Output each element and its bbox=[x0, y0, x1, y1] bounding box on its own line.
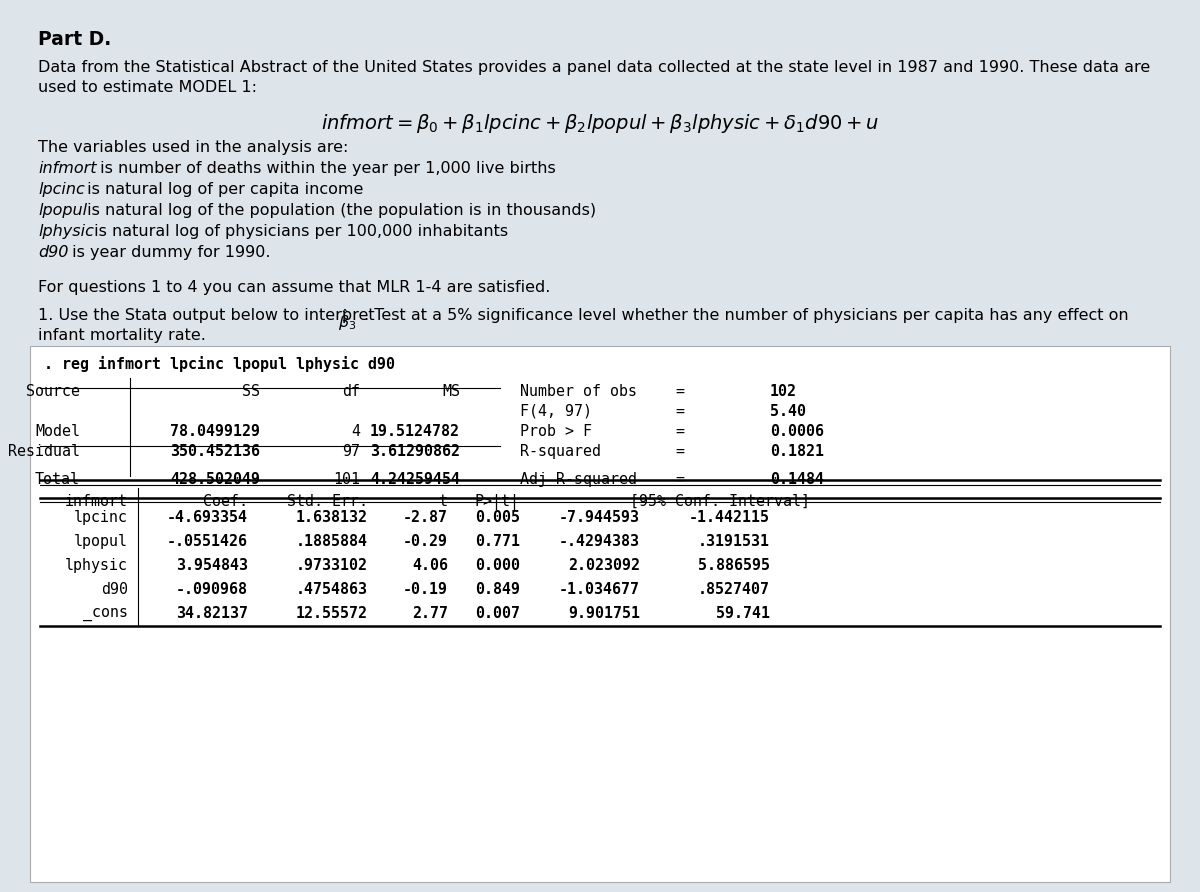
Text: P>|t|: P>|t| bbox=[475, 494, 520, 510]
Text: Model: Model bbox=[35, 424, 80, 439]
Text: df: df bbox=[342, 384, 360, 399]
Text: is year dummy for 1990.: is year dummy for 1990. bbox=[67, 245, 270, 260]
Text: lpopul: lpopul bbox=[74, 534, 128, 549]
Text: -1.034677: -1.034677 bbox=[559, 582, 640, 597]
Text: 12.55572: 12.55572 bbox=[296, 606, 368, 621]
Text: 4.06: 4.06 bbox=[412, 558, 448, 573]
Text: d90: d90 bbox=[38, 245, 68, 260]
Text: lpcinc: lpcinc bbox=[38, 182, 85, 197]
Text: 5.40: 5.40 bbox=[770, 404, 806, 419]
Text: =: = bbox=[676, 404, 684, 419]
Text: Coef.: Coef. bbox=[203, 494, 248, 509]
Text: 3.954843: 3.954843 bbox=[176, 558, 248, 573]
Text: d90: d90 bbox=[101, 582, 128, 597]
Text: is natural log of the population (the population is in thousands): is natural log of the population (the po… bbox=[82, 203, 596, 218]
Text: 3.61290862: 3.61290862 bbox=[370, 444, 460, 459]
Text: infmort: infmort bbox=[65, 494, 128, 509]
Text: 0.849: 0.849 bbox=[475, 582, 520, 597]
Text: 19.5124782: 19.5124782 bbox=[370, 424, 460, 439]
Text: 0.1821: 0.1821 bbox=[770, 444, 824, 459]
Text: -4.693354: -4.693354 bbox=[167, 510, 248, 525]
Text: Number of obs: Number of obs bbox=[520, 384, 637, 399]
Text: 9.901751: 9.901751 bbox=[568, 606, 640, 621]
Text: 0.771: 0.771 bbox=[475, 534, 520, 549]
Text: .4754863: .4754863 bbox=[296, 582, 368, 597]
Text: $\hat{\beta}_3$: $\hat{\beta}_3$ bbox=[338, 308, 356, 333]
Text: Data from the Statistical Abstract of the United States provides a panel data co: Data from the Statistical Abstract of th… bbox=[38, 60, 1151, 75]
Text: _cons: _cons bbox=[83, 606, 128, 621]
Text: Total: Total bbox=[35, 472, 80, 487]
Text: 4.24259454: 4.24259454 bbox=[370, 472, 460, 487]
Text: 78.0499129: 78.0499129 bbox=[170, 424, 260, 439]
Text: For questions 1 to 4 you can assume that MLR 1-4 are satisfied.: For questions 1 to 4 you can assume that… bbox=[38, 280, 551, 295]
Text: 0.1484: 0.1484 bbox=[770, 472, 824, 487]
Text: =: = bbox=[676, 384, 684, 399]
Text: 1. Use the Stata output below to interpret: 1. Use the Stata output below to interpr… bbox=[38, 308, 379, 323]
Text: infmort: infmort bbox=[38, 161, 96, 176]
Text: infant mortality rate.: infant mortality rate. bbox=[38, 328, 206, 343]
Text: 2.77: 2.77 bbox=[412, 606, 448, 621]
Text: =: = bbox=[676, 424, 684, 439]
Text: The variables used in the analysis are:: The variables used in the analysis are: bbox=[38, 140, 348, 155]
Text: 428.502049: 428.502049 bbox=[170, 472, 260, 487]
Text: 350.452136: 350.452136 bbox=[170, 444, 260, 459]
Text: 59.741: 59.741 bbox=[716, 606, 770, 621]
Text: Adj R-squared: Adj R-squared bbox=[520, 472, 637, 487]
Text: -0.19: -0.19 bbox=[403, 582, 448, 597]
Text: lphysic: lphysic bbox=[65, 558, 128, 573]
Text: 2.023092: 2.023092 bbox=[568, 558, 640, 573]
Text: 97: 97 bbox=[342, 444, 360, 459]
Text: -.0551426: -.0551426 bbox=[167, 534, 248, 549]
Text: =: = bbox=[676, 472, 684, 487]
Text: Prob > F: Prob > F bbox=[520, 424, 592, 439]
Text: is natural log of physicians per 100,000 inhabitants: is natural log of physicians per 100,000… bbox=[89, 224, 508, 239]
Text: 102: 102 bbox=[770, 384, 797, 399]
Text: MS: MS bbox=[442, 384, 460, 399]
Text: F(4, 97): F(4, 97) bbox=[520, 404, 592, 419]
Text: R-squared: R-squared bbox=[520, 444, 601, 459]
Text: SS: SS bbox=[242, 384, 260, 399]
Text: -0.29: -0.29 bbox=[403, 534, 448, 549]
Text: [95% Conf. Interval]: [95% Conf. Interval] bbox=[630, 494, 810, 509]
Text: 34.82137: 34.82137 bbox=[176, 606, 248, 621]
Text: -.090968: -.090968 bbox=[176, 582, 248, 597]
Bar bbox=[30, 346, 1170, 882]
Text: is number of deaths within the year per 1,000 live births: is number of deaths within the year per … bbox=[95, 161, 556, 176]
Text: -1.442115: -1.442115 bbox=[689, 510, 770, 525]
Text: . reg infmort lpcinc lpopul lphysic d90: . reg infmort lpcinc lpopul lphysic d90 bbox=[44, 356, 395, 372]
Text: 0.0006: 0.0006 bbox=[770, 424, 824, 439]
Text: -2.87: -2.87 bbox=[403, 510, 448, 525]
Text: t: t bbox=[439, 494, 448, 509]
Text: .3191531: .3191531 bbox=[698, 534, 770, 549]
Text: used to estimate MODEL 1:: used to estimate MODEL 1: bbox=[38, 80, 257, 95]
Text: 5.886595: 5.886595 bbox=[698, 558, 770, 573]
Text: $\mathit{infmort} = \beta_0 + \beta_1\mathit{lpcinc} + \beta_2\mathit{lpopul} + : $\mathit{infmort} = \beta_0 + \beta_1\ma… bbox=[320, 112, 880, 135]
Text: 0.005: 0.005 bbox=[475, 510, 520, 525]
Text: . Test at a 5% significance level whether the number of physicians per capita ha: . Test at a 5% significance level whethe… bbox=[364, 308, 1129, 323]
Text: -.4294383: -.4294383 bbox=[559, 534, 640, 549]
Text: .1885884: .1885884 bbox=[296, 534, 368, 549]
Text: .8527407: .8527407 bbox=[698, 582, 770, 597]
Text: 4: 4 bbox=[352, 424, 360, 439]
Text: 0.007: 0.007 bbox=[475, 606, 520, 621]
Text: Residual: Residual bbox=[8, 444, 80, 459]
Text: 0.000: 0.000 bbox=[475, 558, 520, 573]
Text: -7.944593: -7.944593 bbox=[559, 510, 640, 525]
Text: .9733102: .9733102 bbox=[296, 558, 368, 573]
Text: lpopul: lpopul bbox=[38, 203, 88, 218]
Text: lpcinc: lpcinc bbox=[74, 510, 128, 525]
Text: 101: 101 bbox=[334, 472, 360, 487]
Text: is natural log of per capita income: is natural log of per capita income bbox=[82, 182, 364, 197]
Text: lphysic: lphysic bbox=[38, 224, 94, 239]
Text: Part D.: Part D. bbox=[38, 30, 112, 49]
Text: Source: Source bbox=[26, 384, 80, 399]
Text: 1.638132: 1.638132 bbox=[296, 510, 368, 525]
Text: Std. Err.: Std. Err. bbox=[287, 494, 368, 509]
Text: =: = bbox=[676, 444, 684, 459]
